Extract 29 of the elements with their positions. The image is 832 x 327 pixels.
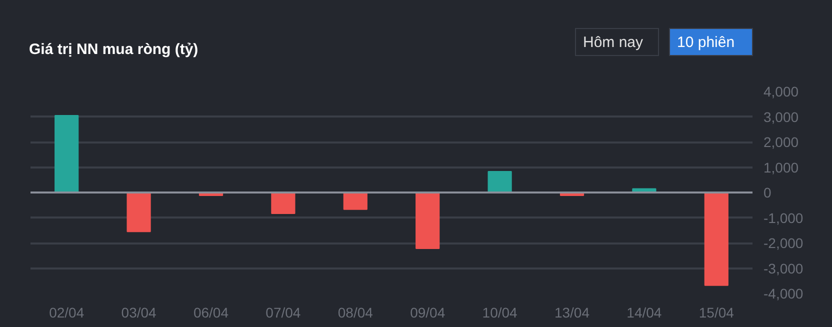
bar: [416, 192, 440, 250]
x-tick-label: 14/04: [626, 304, 662, 320]
y-tick-label: -2,000: [764, 235, 804, 251]
y-tick-label: -4,000: [764, 286, 804, 302]
bar: [488, 171, 512, 193]
x-tick-label: 15/04: [698, 304, 734, 320]
x-tick-label: 02/04: [49, 304, 84, 320]
y-tick-label: -1,000: [764, 210, 804, 226]
x-tick-label: 03/04: [121, 304, 157, 320]
x-tick-label: 07/04: [266, 304, 301, 320]
bar: [343, 192, 368, 210]
y-tick-label: 3,000: [764, 108, 799, 125]
text: Hôm nay: [583, 33, 644, 53]
y-tick-label: 4,000: [764, 84, 799, 100]
bar: [126, 192, 151, 232]
bar: [271, 192, 296, 214]
y-tick-label: 1,000: [764, 159, 799, 176]
x-tick-label: 06/04: [193, 304, 229, 320]
bar: [704, 192, 728, 286]
y-tick-label: 0: [764, 184, 772, 200]
y-tick-label: -3,000: [764, 260, 804, 276]
chart-title: Giá trị NN mua ròng (tỷ): [29, 40, 198, 60]
x-tick-label: 09/04: [410, 304, 446, 320]
bar: [54, 114, 79, 193]
x-tick-label: 10/04: [482, 304, 518, 320]
x-tick-label: 08/04: [338, 304, 374, 320]
text: 10 phiên: [677, 33, 735, 53]
y-tick-label: 2,000: [764, 134, 799, 150]
x-tick-label: 13/04: [554, 304, 590, 320]
